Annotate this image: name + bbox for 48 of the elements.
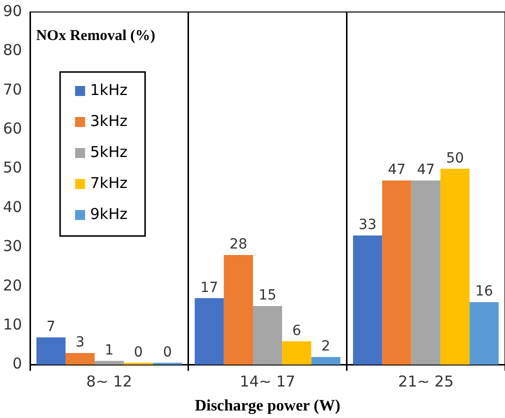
bar — [282, 341, 312, 365]
y-tick-label: 10 — [2, 315, 22, 334]
x-tick-label: 21~ 25 — [398, 372, 454, 391]
data-label: 47 — [416, 162, 435, 178]
bar — [311, 356, 340, 365]
data-label: 0 — [134, 344, 143, 360]
data-label: 17 — [200, 280, 218, 296]
bar — [94, 360, 124, 365]
legend-label: 3kHz — [90, 112, 128, 130]
bar — [353, 235, 382, 365]
y-tick-label: 70 — [2, 80, 22, 98]
y-tick-label: 60 — [2, 119, 22, 138]
y-tick-label: 20 — [2, 276, 22, 294]
y-tick-label: 90 — [2, 2, 22, 20]
legend-label: 7kHz — [90, 174, 128, 192]
data-label: 3 — [76, 334, 85, 351]
y-tick-label: 50 — [2, 158, 22, 177]
x-tick-label: 14~ 17 — [240, 372, 296, 391]
y-tick-label: 40 — [2, 198, 22, 216]
data-label: 1 — [104, 342, 114, 359]
data-label: 47 — [388, 162, 406, 178]
bar — [470, 302, 499, 365]
data-label: 28 — [230, 236, 248, 253]
bar — [36, 337, 66, 365]
bar — [224, 255, 253, 365]
legend-label: 5kHz — [90, 142, 128, 161]
data-label: 7 — [46, 319, 56, 335]
bar — [382, 180, 412, 365]
x-tick-label: 8~ 12 — [86, 372, 132, 391]
bar — [440, 168, 470, 365]
y-axis-title: NOx Removal (%) — [36, 28, 156, 44]
bar — [66, 353, 95, 365]
data-label: 6 — [292, 322, 302, 339]
data-label: 0 — [163, 344, 172, 360]
data-label: 16 — [475, 284, 494, 300]
bar — [411, 180, 440, 365]
data-label: 2 — [321, 338, 330, 355]
y-tick-label: 0 — [12, 354, 22, 373]
bar — [194, 298, 224, 365]
data-label: 15 — [258, 288, 276, 304]
y-tick-label: 80 — [2, 41, 22, 60]
x-axis-title: Discharge power (W) — [194, 398, 340, 415]
data-label: 33 — [358, 217, 377, 234]
bar — [252, 306, 282, 365]
y-tick-label: 30 — [2, 237, 22, 256]
legend-label: 9kHz — [90, 204, 128, 223]
data-label: 50 — [446, 150, 464, 166]
legend-label: 1kHz — [90, 80, 128, 99]
